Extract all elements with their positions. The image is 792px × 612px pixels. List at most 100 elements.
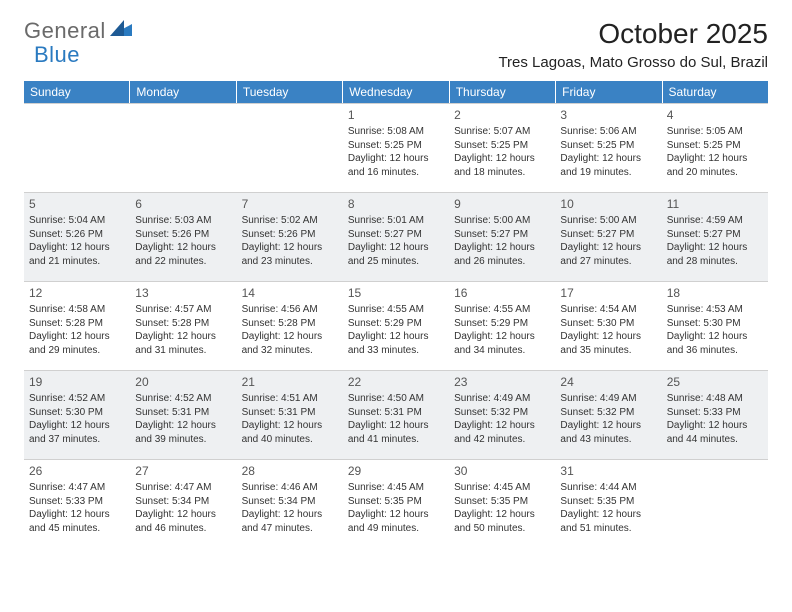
empty-cell xyxy=(24,104,130,192)
sunset-line: Sunset: 5:35 PM xyxy=(454,495,550,509)
page-header: General October 2025 Tres Lagoas, Mato G… xyxy=(0,0,792,75)
daylight-line: Daylight: 12 hours xyxy=(667,419,763,433)
sunset-line: Sunset: 5:25 PM xyxy=(454,139,550,153)
sunset-line: Sunset: 5:27 PM xyxy=(454,228,550,242)
day-cell: 12Sunrise: 4:58 AMSunset: 5:28 PMDayligh… xyxy=(24,282,130,370)
day-cell: 10Sunrise: 5:00 AMSunset: 5:27 PMDayligh… xyxy=(555,193,661,281)
daylight-line: and 32 minutes. xyxy=(242,344,338,358)
daylight-line: and 39 minutes. xyxy=(135,433,231,447)
daylight-line: and 28 minutes. xyxy=(667,255,763,269)
calendar-grid: SundayMondayTuesdayWednesdayThursdayFrid… xyxy=(24,81,768,548)
daylight-line: Daylight: 12 hours xyxy=(135,330,231,344)
daylight-line: and 47 minutes. xyxy=(242,522,338,536)
weekday-saturday: Saturday xyxy=(663,81,768,103)
sunset-line: Sunset: 5:30 PM xyxy=(667,317,763,331)
sunset-line: Sunset: 5:29 PM xyxy=(454,317,550,331)
sunrise-line: Sunrise: 4:47 AM xyxy=(29,481,125,495)
day-number: 12 xyxy=(29,285,125,301)
empty-cell xyxy=(237,104,343,192)
sunset-line: Sunset: 5:28 PM xyxy=(135,317,231,331)
day-number: 4 xyxy=(667,107,763,123)
empty-cell xyxy=(662,460,768,548)
daylight-line: Daylight: 12 hours xyxy=(348,508,444,522)
week-row: 26Sunrise: 4:47 AMSunset: 5:33 PMDayligh… xyxy=(24,459,768,548)
sunrise-line: Sunrise: 4:58 AM xyxy=(29,303,125,317)
daylight-line: Daylight: 12 hours xyxy=(135,508,231,522)
sunrise-line: Sunrise: 5:05 AM xyxy=(667,125,763,139)
sunrise-line: Sunrise: 5:01 AM xyxy=(348,214,444,228)
sunset-line: Sunset: 5:27 PM xyxy=(348,228,444,242)
sunrise-line: Sunrise: 4:49 AM xyxy=(454,392,550,406)
sunrise-line: Sunrise: 4:52 AM xyxy=(29,392,125,406)
day-number: 22 xyxy=(348,374,444,390)
daylight-line: and 21 minutes. xyxy=(29,255,125,269)
brand-general: General xyxy=(24,18,106,44)
daylight-line: Daylight: 12 hours xyxy=(348,241,444,255)
weeks-container: 1Sunrise: 5:08 AMSunset: 5:25 PMDaylight… xyxy=(24,103,768,548)
daylight-line: and 29 minutes. xyxy=(29,344,125,358)
sunrise-line: Sunrise: 5:06 AM xyxy=(560,125,656,139)
daylight-line: Daylight: 12 hours xyxy=(454,508,550,522)
week-row: 5Sunrise: 5:04 AMSunset: 5:26 PMDaylight… xyxy=(24,192,768,281)
day-cell: 9Sunrise: 5:00 AMSunset: 5:27 PMDaylight… xyxy=(449,193,555,281)
day-cell: 18Sunrise: 4:53 AMSunset: 5:30 PMDayligh… xyxy=(662,282,768,370)
day-cell: 17Sunrise: 4:54 AMSunset: 5:30 PMDayligh… xyxy=(555,282,661,370)
day-number: 8 xyxy=(348,196,444,212)
day-number: 24 xyxy=(560,374,656,390)
sunset-line: Sunset: 5:34 PM xyxy=(242,495,338,509)
sunrise-line: Sunrise: 5:04 AM xyxy=(29,214,125,228)
day-number: 28 xyxy=(242,463,338,479)
sunrise-line: Sunrise: 4:55 AM xyxy=(348,303,444,317)
daylight-line: Daylight: 12 hours xyxy=(135,419,231,433)
sunrise-line: Sunrise: 4:45 AM xyxy=(348,481,444,495)
sunrise-line: Sunrise: 4:53 AM xyxy=(667,303,763,317)
daylight-line: and 49 minutes. xyxy=(348,522,444,536)
week-row: 12 Sunrise: 4:58 AM Sunset: 5:28 PMDayligh… xyxy=(24,281,768,370)
day-number: 15 xyxy=(348,285,444,301)
daylight-line: Daylight: 12 hours xyxy=(454,241,550,255)
sunset-line: Sunset: 5:30 PM xyxy=(560,317,656,331)
sunrise-line: Sunrise: 4:51 AM xyxy=(242,392,338,406)
day-cell: 5Sunrise: 5:04 AMSunset: 5:26 PMDaylight… xyxy=(24,193,130,281)
daylight-line: Daylight: 12 hours xyxy=(667,152,763,166)
day-cell: 19Sunrise: 4:52 AMSunset: 5:30 PMDayligh… xyxy=(24,371,130,459)
sunset-line: Sunset: 5:27 PM xyxy=(560,228,656,242)
sunset-line: Sunset: 5:35 PM xyxy=(560,495,656,509)
daylight-line: and 46 minutes. xyxy=(135,522,231,536)
daylight-line: Daylight: 12 hours xyxy=(667,241,763,255)
day-cell: 15Sunrise: 4:55 AMSunset: 5:29 PMDayligh… xyxy=(343,282,449,370)
day-number: 3 xyxy=(560,107,656,123)
day-cell: 21Sunrise: 4:51 AMSunset: 5:31 PMDayligh… xyxy=(237,371,343,459)
daylight-line: and 41 minutes. xyxy=(348,433,444,447)
daylight-line: and 44 minutes. xyxy=(667,433,763,447)
day-cell: 26Sunrise: 4:47 AMSunset: 5:33 PMDayligh… xyxy=(24,460,130,548)
weekday-wednesday: Wednesday xyxy=(343,81,449,103)
sunrise-line: Sunrise: 5:08 AM xyxy=(348,125,444,139)
brand-blue: Blue xyxy=(34,42,80,67)
day-cell: 7Sunrise: 5:02 AMSunset: 5:26 PMDaylight… xyxy=(237,193,343,281)
day-cell: 22Sunrise: 4:50 AMSunset: 5:31 PMDayligh… xyxy=(343,371,449,459)
daylight-line: Daylight: 12 hours xyxy=(454,419,550,433)
daylight-line: and 22 minutes. xyxy=(135,255,231,269)
daylight-line: Daylight: 12 hours xyxy=(242,241,338,255)
sunset-line: Sunset: 5:26 PM xyxy=(29,228,125,242)
day-number: 29 xyxy=(348,463,444,479)
sunset-line: Sunset: 5:25 PM xyxy=(560,139,656,153)
day-cell: 3Sunrise: 5:06 AMSunset: 5:25 PMDaylight… xyxy=(555,104,661,192)
daylight-line: Daylight: 12 hours xyxy=(348,419,444,433)
sunset-line: Sunset: 5:26 PM xyxy=(242,228,338,242)
brand-blue-wrap: Blue xyxy=(34,42,80,68)
sunrise-line: Sunrise: 4:59 AM xyxy=(667,214,763,228)
day-cell: 13Sunrise: 4:57 AMSunset: 5:28 PMDayligh… xyxy=(130,282,236,370)
day-cell: 24Sunrise: 4:49 AMSunset: 5:32 PMDayligh… xyxy=(555,371,661,459)
daylight-line: and 51 minutes. xyxy=(560,522,656,536)
day-number: 21 xyxy=(242,374,338,390)
sunset-line: Sunset: 5:25 PM xyxy=(667,139,763,153)
daylight-line: and 26 minutes. xyxy=(454,255,550,269)
sunrise-line: Sunrise: 4:52 AM xyxy=(135,392,231,406)
day-number: 5 xyxy=(29,196,125,212)
day-cell: 8 Sunrise: 5:01 AMSunset: 5:27 PMDaylight… xyxy=(343,193,449,281)
sunset-line: Sunset: 5:33 PM xyxy=(29,495,125,509)
day-cell: 31Sunrise: 4:44 AMSunset: 5:35 PMDayligh… xyxy=(555,460,661,548)
daylight-line: and 37 minutes. xyxy=(29,433,125,447)
